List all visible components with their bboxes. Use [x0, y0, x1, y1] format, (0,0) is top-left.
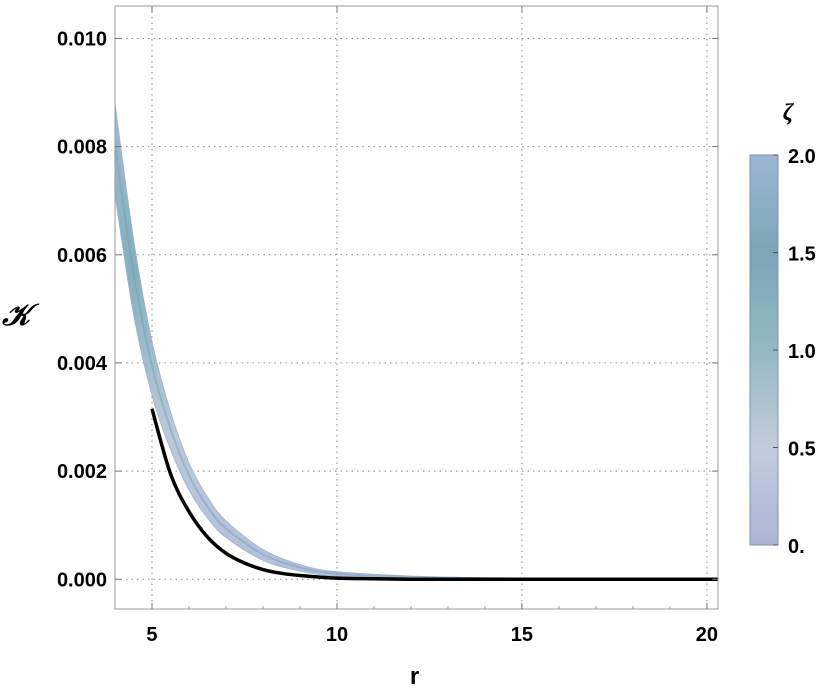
colorbar-tick-label-3: 1.5 — [788, 244, 816, 266]
y-tick-label-4: 0.008 — [57, 137, 107, 159]
x-tick-label-1: 10 — [326, 624, 348, 646]
x-tick-label-3: 20 — [696, 624, 718, 646]
y-tick-label-1: 0.002 — [57, 461, 107, 483]
y-tick-label-2: 0.004 — [57, 353, 108, 375]
zeta-band-area — [114, 103, 719, 580]
series-line-0 — [150, 408, 718, 582]
axis-ticks: 5 10 15 20 0.000 0.002 0.004 0.006 0.008 0.010 — [57, 6, 718, 646]
colorbar: ζ 0. 0.5 1.0 1.5 2.0 — [749, 100, 816, 558]
black-curve — [150, 408, 718, 582]
colorbar-tick-label-2: 1.0 — [788, 341, 816, 363]
x-axis-label: r — [410, 663, 419, 690]
colorbar-ticks: 0. 0.5 1.0 1.5 2.0 — [773, 146, 816, 558]
y-tick-label-3: 0.006 — [57, 245, 107, 267]
x-tick-label-2: 15 — [511, 624, 533, 646]
x-tick-label-0: 5 — [146, 624, 157, 646]
colorbar-tick-label-0: 0. — [788, 536, 805, 558]
y-tick-label-5: 0.010 — [57, 28, 107, 50]
plot-frame — [114, 5, 719, 610]
grid — [115, 6, 718, 609]
y-tick-label-0: 0.000 — [57, 569, 107, 591]
colorbar-tick-label-4: 2.0 — [788, 146, 816, 168]
colorbar-tick-label-1: 0.5 — [788, 439, 816, 461]
y-axis-label: 𝒦 — [1, 299, 40, 332]
colorbar-title: ζ — [783, 100, 795, 126]
zeta-band — [114, 103, 719, 581]
